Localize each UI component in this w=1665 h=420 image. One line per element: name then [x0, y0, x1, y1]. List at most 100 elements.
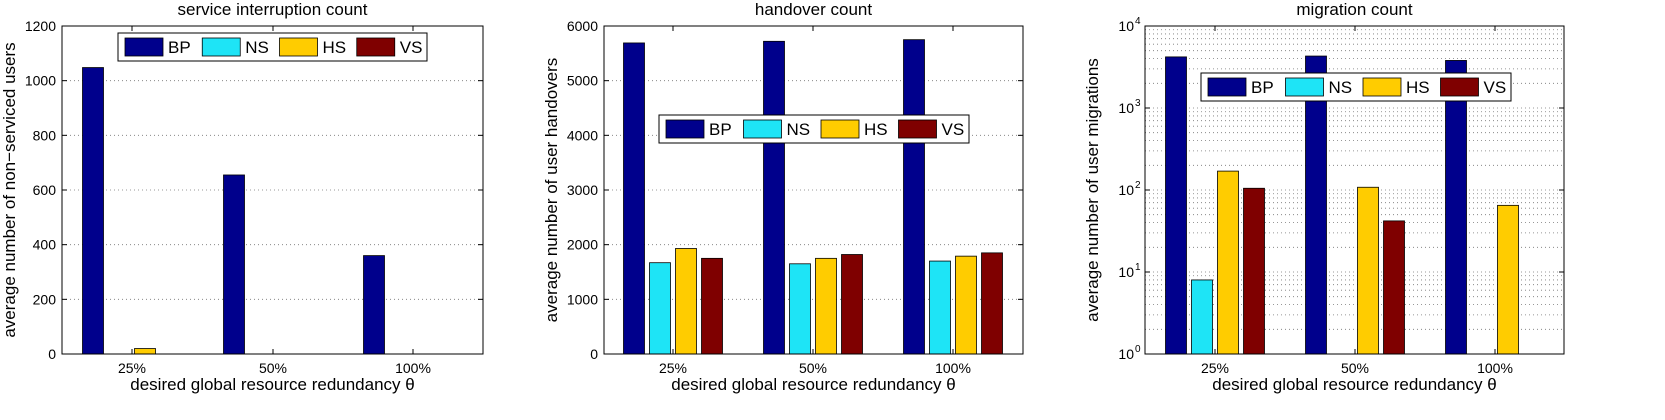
- legend-label-bp: BP: [709, 120, 732, 139]
- legend-swatch-hs: [279, 37, 318, 57]
- x-axis-label: desired global resource redundancy θ: [130, 375, 414, 394]
- bar-vs-25pct: [1243, 187, 1265, 355]
- bar-hs-25pct: [1217, 170, 1239, 355]
- chart-1: 0 200 400 600 800 1000 1200 25% 50% 100% service i…: [0, 0, 484, 394]
- y-tick-label: 2000: [567, 237, 598, 253]
- y-tick-exponent: 4: [1135, 16, 1141, 27]
- bar-hs-25pct: [134, 348, 156, 355]
- y-axis-label: average number of user handovers: [542, 58, 561, 323]
- bar-bp-100pct: [1445, 60, 1467, 355]
- y-tick-label: 10: [1118, 18, 1134, 34]
- y-tick-label: 10: [1118, 264, 1134, 280]
- x-tick-label: 50%: [1341, 360, 1369, 376]
- legend: BP NS HS VS: [658, 114, 970, 144]
- legend-swatch-ns: [743, 119, 782, 139]
- legend-label-ns: NS: [1329, 78, 1353, 97]
- bar-hs-100pct: [955, 255, 977, 355]
- bar-vs-25pct: [701, 257, 723, 355]
- y-tick-labels: 0 200 400 600 800 1000 1200: [25, 18, 56, 362]
- bar-hs-25pct: [675, 248, 697, 355]
- legend-label-ns: NS: [787, 120, 811, 139]
- y-tick-label: 400: [33, 237, 57, 253]
- plot-frame: [61, 25, 484, 355]
- legend: BP NS HS VS: [1200, 72, 1512, 102]
- legend-swatch-vs: [356, 37, 396, 57]
- bar-bp-100pct: [363, 255, 385, 355]
- bar-bp-25pct: [82, 67, 104, 355]
- bar-bp-50pct: [763, 40, 785, 355]
- legend-swatch-hs: [1362, 77, 1402, 97]
- x-tick-label: 100%: [1477, 360, 1513, 376]
- legend-label-vs: VS: [400, 38, 423, 57]
- y-tick-label: 10: [1118, 346, 1134, 362]
- bar-ns-25pct: [1191, 279, 1213, 355]
- legend-label-bp: BP: [1251, 78, 1274, 97]
- bar-bp-100pct: [903, 39, 925, 355]
- y-tick-exponent: 0: [1135, 344, 1141, 355]
- bar-bp-25pct: [1165, 56, 1187, 355]
- x-tick-label: 50%: [799, 360, 827, 376]
- legend-label-bp: BP: [168, 38, 191, 57]
- bar-hs-50pct: [815, 257, 837, 355]
- y-tick-label: 10: [1118, 182, 1134, 198]
- legend-swatch-bp: [124, 37, 164, 57]
- y-tick-label: 4000: [567, 127, 598, 143]
- chart-title: migration count: [1296, 0, 1413, 19]
- y-tick-label: 10: [1118, 100, 1134, 116]
- y-tick-label: 1200: [25, 18, 56, 34]
- bar-ns-100pct: [929, 260, 951, 355]
- gridlines: [62, 25, 483, 355]
- legend-label-hs: HS: [323, 38, 347, 57]
- y-tick-label: 0: [590, 346, 598, 362]
- y-tick-exponent: 3: [1135, 98, 1141, 109]
- legend-swatch-ns: [1285, 77, 1324, 97]
- legend-label-ns: NS: [245, 38, 269, 57]
- x-tick-label: 100%: [935, 360, 971, 376]
- legend-swatch-vs: [1440, 77, 1479, 97]
- legend-label-hs: HS: [864, 120, 888, 139]
- legend-swatch-hs: [820, 119, 860, 139]
- bar-bp-50pct: [223, 174, 245, 355]
- bar-vs-50pct: [1383, 220, 1405, 355]
- y-tick-label: 1000: [567, 291, 598, 307]
- y-tick-exponent: 2: [1135, 180, 1141, 191]
- y-tick-label: 6000: [567, 18, 598, 34]
- y-tick-label: 3000: [567, 182, 598, 198]
- y-tick-labels: 0 1000 2000 3000 4000 5000 6000: [567, 18, 598, 362]
- y-tick-label: 600: [33, 182, 57, 198]
- legend-label-vs: VS: [942, 120, 965, 139]
- legend-label-hs: HS: [1406, 78, 1430, 97]
- chart-title: service interruption count: [178, 0, 368, 19]
- legend-swatch-vs: [898, 119, 937, 139]
- bar-vs-50pct: [841, 254, 863, 355]
- bar-ns-50pct: [789, 263, 811, 355]
- y-tick-label: 5000: [567, 73, 598, 89]
- x-axis-label: desired global resource redundancy θ: [1212, 375, 1496, 394]
- legend-swatch-bp: [665, 119, 705, 139]
- y-tick-label: 0: [48, 346, 56, 362]
- legend-label-vs: VS: [1484, 78, 1507, 97]
- x-tick-label: 25%: [659, 360, 687, 376]
- x-tick-label: 25%: [1201, 360, 1229, 376]
- bar-vs-100pct: [981, 252, 1003, 355]
- legend: BP NS HS VS: [117, 32, 428, 62]
- legend-swatch-bp: [1207, 77, 1247, 97]
- chart-title: handover count: [755, 0, 872, 19]
- y-axis-label: average number of user migrations: [1083, 58, 1102, 322]
- bar-hs-100pct: [1497, 204, 1519, 355]
- legend-swatch-ns: [201, 37, 241, 57]
- y-tick-label: 800: [33, 127, 57, 143]
- x-tick-label: 100%: [395, 360, 431, 376]
- chart-2: 0 1000 2000 3000 4000 5000 6000 25% 50% 100% hando…: [542, 0, 1024, 394]
- y-tick-label: 200: [33, 291, 57, 307]
- x-tick-label: 25%: [118, 360, 146, 376]
- x-tick-label: 50%: [259, 360, 287, 376]
- bar-hs-50pct: [1357, 186, 1379, 355]
- y-axis-label: average number of non−serviced users: [0, 42, 19, 337]
- y-tick-exponent: 1: [1135, 262, 1141, 273]
- x-axis-label: desired global resource redundancy θ: [671, 375, 955, 394]
- bar-bp-25pct: [623, 42, 645, 355]
